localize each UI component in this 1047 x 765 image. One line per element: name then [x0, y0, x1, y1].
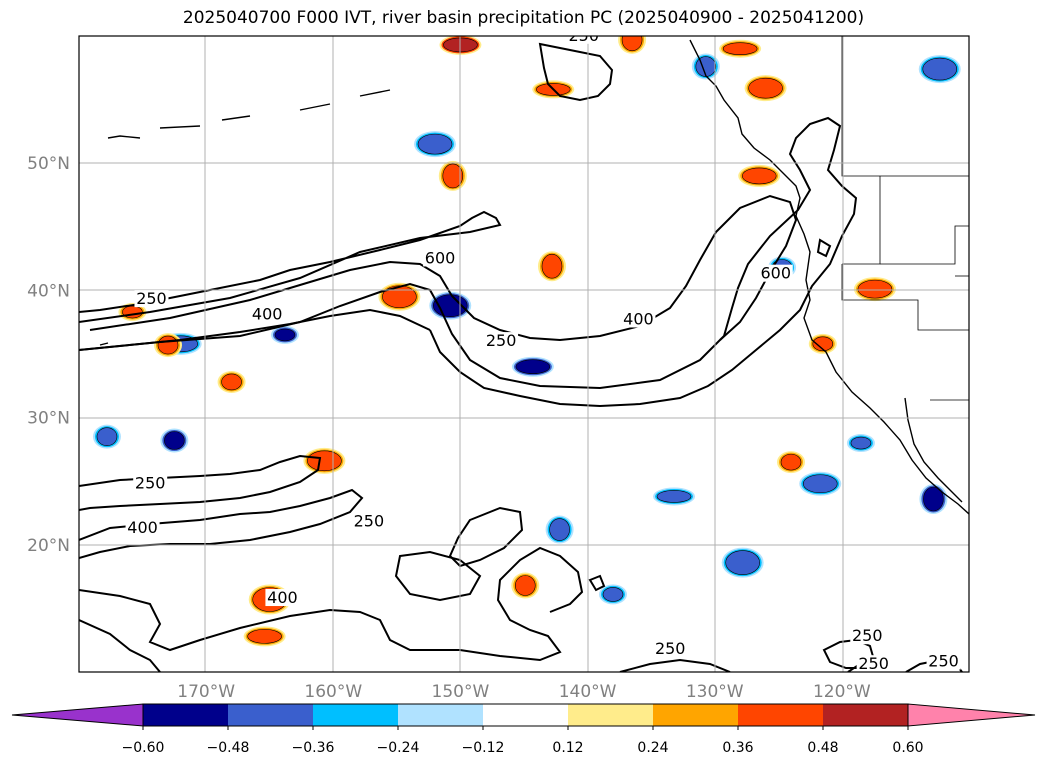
colorbar-tick-0: −0.60 — [122, 740, 165, 756]
precip-patch-33 — [744, 75, 787, 102]
contour-label-0: 250 — [568, 26, 599, 45]
precip-patch-18 — [438, 160, 467, 191]
precip-patch-30 — [154, 333, 182, 358]
contour-label-13: 250 — [858, 654, 889, 673]
lon-label-1: 160°W — [304, 682, 362, 702]
precip-patch-32 — [537, 251, 566, 282]
colorbar-segment-3 — [313, 704, 398, 726]
precip-patch-20 — [777, 451, 805, 474]
precip-patch-1 — [429, 291, 472, 320]
precip-patch-24 — [808, 333, 837, 354]
lat-label-2: 30°N — [27, 409, 70, 429]
contour-label-10: 400 — [267, 588, 298, 607]
precip-patch-16 — [92, 424, 121, 449]
colorbar-tick-8: 0.48 — [807, 740, 838, 756]
colorbar-segment-7 — [653, 704, 738, 726]
colorbar-tick-4: −0.12 — [462, 740, 505, 756]
colorbar-segment-9 — [823, 704, 908, 726]
ocean-background — [79, 36, 969, 672]
colorbar-extend-max — [907, 703, 1036, 727]
precip-patch-35 — [719, 39, 762, 58]
lat-label-0: 50°N — [27, 154, 70, 174]
contour-label-6: 600 — [760, 264, 791, 283]
contour-label-4: 250 — [486, 331, 517, 350]
colorbar-tick-9: 0.60 — [892, 740, 923, 756]
colorbar-segment-8 — [738, 704, 823, 726]
precip-patch-3 — [511, 356, 554, 377]
precip-patch-0 — [270, 325, 299, 344]
precip-patch-7 — [653, 487, 696, 506]
precip-patch-9 — [799, 471, 842, 496]
colorbar-tick-2: −0.36 — [292, 740, 335, 756]
colorbar-segment-1 — [143, 704, 228, 726]
colorbar-tick-1: −0.48 — [207, 740, 250, 756]
latitude-labels: 50°N 40°N 30°N 20°N — [27, 154, 70, 556]
precip-patch-31 — [243, 626, 286, 647]
precip-patch-11 — [721, 547, 764, 578]
coastline — [99, 39, 969, 515]
precip-patch-2 — [160, 428, 189, 453]
precip-patch-4 — [919, 484, 948, 515]
longitude-labels: 170°W 160°W 150°W 140°W 130°W 120°W — [177, 682, 871, 702]
political-borders — [841, 36, 969, 401]
precip-patch-27 — [738, 164, 781, 187]
contour-label-11: 250 — [655, 639, 686, 658]
precip-patch-10 — [599, 584, 627, 605]
colorbar-segment-4 — [398, 704, 483, 726]
contour-label-group: 250 250 400 600 250 400 600 250 400 250 400 250 250 2… — [125, 26, 961, 673]
precip-patch-22 — [618, 36, 647, 54]
colorbar-segment-6 — [568, 704, 653, 726]
lon-label-5: 120°W — [813, 682, 871, 702]
precip-patch-14 — [846, 434, 875, 453]
colorbar-tick-6: 0.24 — [637, 740, 668, 756]
contour-label-5: 400 — [623, 309, 654, 328]
lon-label-2: 150°W — [432, 682, 490, 702]
contour-label-7: 250 — [135, 474, 166, 493]
colorbar-tick-7: 0.36 — [722, 740, 753, 756]
precip-patch-26 — [511, 572, 540, 599]
contour-label-9: 250 — [354, 512, 385, 531]
colorbar — [11, 703, 1036, 727]
colorbar-tick-labels: −0.60 −0.48 −0.36 −0.24 −0.12 0.12 0.24 0.36 0.4… — [122, 726, 924, 756]
colorbar-tick-3: −0.24 — [377, 740, 420, 756]
contour-label-2: 400 — [252, 304, 283, 323]
colorbar-segment-2 — [228, 704, 313, 726]
lon-label-4: 130°W — [686, 682, 744, 702]
ivt-contours — [79, 42, 963, 672]
lon-label-0: 170°W — [177, 682, 235, 702]
precip-patch-19 — [303, 447, 346, 474]
contour-label-3: 600 — [425, 248, 456, 267]
graticule — [79, 36, 969, 672]
precip-patch-5 — [414, 131, 456, 158]
contour-label-8: 400 — [127, 518, 158, 537]
precip-patch-15 — [918, 55, 961, 84]
precip-patch-34 — [217, 370, 246, 393]
map-title: 2025040700 F000 IVT, river basin precipi… — [182, 8, 865, 28]
colorbar-segment-5 — [483, 704, 568, 726]
contour-label-14: 250 — [928, 652, 959, 671]
lon-label-3: 140°W — [559, 682, 617, 702]
colorbar-tick-5: 0.12 — [552, 740, 583, 756]
contour-label-1: 250 — [136, 289, 167, 308]
contour-label-12: 250 — [852, 626, 883, 645]
map-plot-area: 250 250 400 600 250 400 600 250 400 250 400 250 250 2… — [79, 26, 969, 673]
precip-patch-29 — [378, 282, 421, 311]
colorbar-extend-min — [11, 703, 144, 727]
lat-label-1: 40°N — [27, 281, 70, 301]
map-frame — [78, 35, 970, 673]
precip-patch-23 — [853, 277, 896, 302]
precip-patch-8 — [545, 515, 574, 544]
lat-label-3: 20°N — [27, 536, 70, 556]
